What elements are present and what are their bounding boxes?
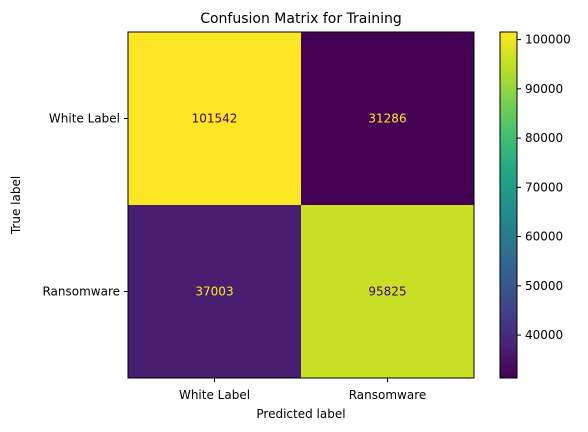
- colorbar-tick-label: 90000: [525, 82, 563, 96]
- colorbar-tick-label: 40000: [525, 328, 563, 342]
- colorbar-tick-label: 60000: [525, 230, 563, 244]
- heatmap-cells: [128, 32, 474, 378]
- y-tick-label: Ransomware: [42, 285, 120, 299]
- cell-value-0-0: 101542: [192, 112, 238, 126]
- colorbar-ticks: 40000 50000 60000 70000 80000 90000 100000: [517, 33, 571, 342]
- heatmap-cell-0-1: [301, 32, 474, 205]
- colorbar: [500, 32, 517, 378]
- colorbar-frame: [499, 31, 518, 379]
- heatmap-cell-labels: 101542 31286 37003 95825: [192, 112, 407, 299]
- colorbar-tick-label: 50000: [525, 279, 563, 293]
- y-tick-label: White Label: [49, 112, 120, 126]
- heatmap-cell-0-0: [128, 32, 301, 205]
- x-tick-label: White Label: [179, 388, 250, 402]
- y-axis-ticks: White Label Ransomware: [42, 112, 128, 299]
- chart-title: Confusion Matrix for Training: [200, 11, 402, 27]
- heatmap-cell-1-1: [301, 205, 474, 378]
- colorbar-tick-label: 100000: [525, 33, 571, 47]
- heatmap-cell-1-0: [128, 205, 301, 378]
- cell-value-1-0: 37003: [195, 285, 233, 299]
- y-axis-label: True label: [9, 176, 23, 235]
- x-axis-ticks: White Label Ransomware: [179, 378, 426, 402]
- plot-frame: [127, 31, 475, 379]
- x-axis-label: Predicted label: [256, 407, 345, 421]
- colorbar-tick-label: 80000: [525, 131, 563, 145]
- cell-value-1-1: 95825: [368, 285, 406, 299]
- x-tick-label: Ransomware: [349, 388, 427, 402]
- cell-value-0-1: 31286: [368, 112, 406, 126]
- colorbar-tick-label: 70000: [525, 180, 563, 194]
